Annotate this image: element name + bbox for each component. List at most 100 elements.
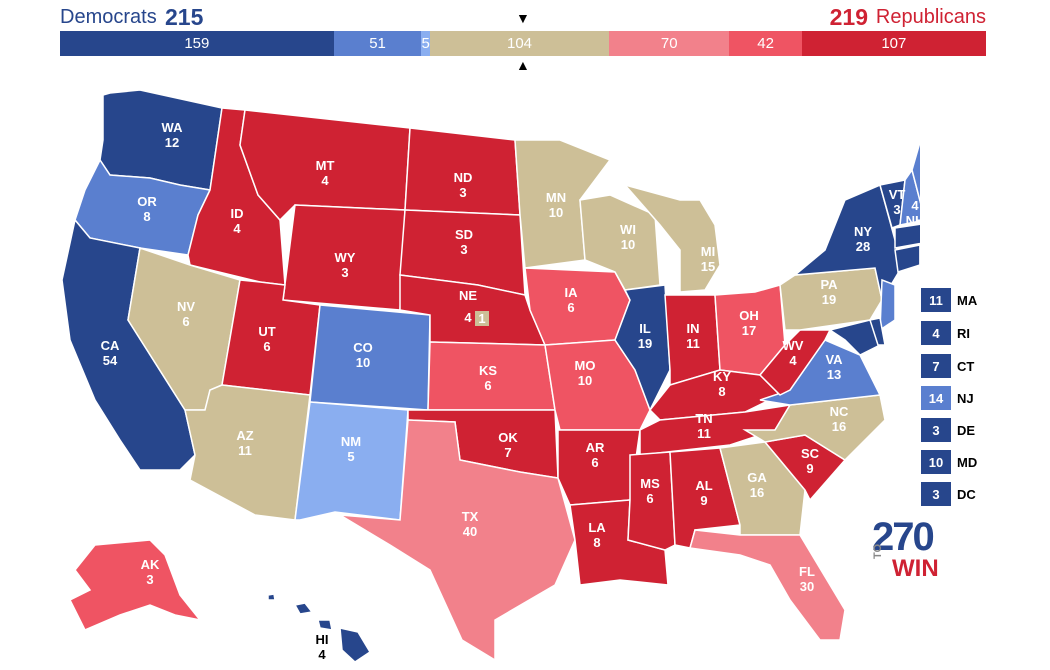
label-TX: TX 40 — [462, 509, 479, 539]
small-state-abbr: MD — [957, 454, 978, 470]
label-OK: OK 7 — [498, 430, 518, 460]
democrats-total: 215 — [165, 4, 204, 30]
bar-segment-likely-r: 42 — [729, 31, 802, 56]
small-state-ev: 10 — [921, 450, 951, 474]
label-WV: WV 4 — [783, 338, 804, 368]
label-TN: TN 11 — [695, 411, 712, 441]
label-MS: MS 6 — [640, 476, 660, 506]
label-MI: MI 15 — [701, 244, 715, 274]
logo-to: TO — [872, 543, 884, 559]
label-KS: KS 6 — [479, 363, 497, 393]
small-state-row-ma[interactable]: 11 MA — [921, 288, 977, 312]
label-FL: FL 30 — [799, 564, 815, 594]
state-NJ[interactable] — [879, 278, 896, 332]
state-CT[interactable] — [894, 244, 920, 273]
label-AK: AK 3 — [141, 557, 160, 587]
midpoint-up-arrow-icon: ▲ — [516, 57, 530, 73]
small-state-ev: 3 — [921, 418, 951, 442]
midpoint-down-arrow-icon: ▼ — [516, 10, 530, 26]
republicans-label: Republicans — [875, 6, 986, 28]
state-MI[interactable] — [622, 183, 721, 293]
state-NC[interactable] — [742, 394, 886, 461]
label-LA: LA 8 — [588, 520, 606, 550]
logo-number: 270 — [872, 515, 935, 559]
label-MT: MT 4 — [316, 158, 335, 188]
electoral-vote-bar: 159 51 5 104 70 42 107 — [60, 31, 986, 56]
small-state-row-dc[interactable]: 3 DC — [921, 482, 976, 506]
label-SC: SC 9 — [801, 446, 820, 476]
label-HI: HI 4 — [316, 632, 329, 662]
label-NV: NV 6 — [177, 299, 195, 329]
label-MN: MN 10 — [546, 190, 566, 220]
label-CO: CO 10 — [353, 340, 373, 370]
label-OH: OH 17 — [739, 308, 759, 338]
bar-segment-likely-d: 51 — [333, 31, 422, 56]
label-AL: AL 9 — [695, 478, 712, 508]
small-state-row-nj[interactable]: 14 NJ — [921, 386, 974, 410]
label-UT: UT 6 — [258, 324, 275, 354]
label-IN: IN 11 — [686, 321, 700, 351]
small-state-row-ct[interactable]: 7 CT — [921, 354, 974, 378]
small-state-abbr: MA — [957, 292, 978, 308]
logo-win: WIN — [892, 555, 939, 582]
label-CA: CA 54 — [101, 338, 120, 368]
bar-segment-safe-d: 159 — [60, 31, 334, 56]
label-NE: NE 4 — [459, 288, 477, 325]
label-GA: GA 16 — [747, 470, 767, 500]
label-NC: NC 16 — [830, 404, 849, 434]
small-state-abbr: CT — [957, 358, 975, 374]
label-PA: PA 19 — [820, 277, 838, 307]
bar-segment-safe-r: 107 — [801, 31, 986, 56]
state-MD[interactable] — [828, 319, 881, 356]
state-WV[interactable] — [758, 329, 832, 396]
ne-district-label: 1 — [478, 311, 485, 326]
label-AZ: AZ 11 — [236, 428, 253, 458]
header: Democrats 215 219 Republicans — [60, 4, 986, 32]
small-state-row-ri[interactable]: 4 RI — [921, 321, 970, 345]
label-VT: VT 3 — [889, 187, 906, 217]
bar-segment-lean-r: 70 — [609, 31, 730, 56]
label-OR: OR 8 — [137, 194, 157, 224]
state-ME[interactable] — [911, 125, 920, 220]
label-KY: KY 8 — [713, 369, 731, 399]
state-TX[interactable] — [339, 419, 576, 662]
state-IA[interactable] — [524, 267, 631, 346]
state-FL[interactable] — [689, 529, 846, 641]
bar-segment-tossup: 104 — [430, 31, 610, 56]
label-NY: NY 28 — [854, 224, 872, 254]
label-WY: WY 3 — [335, 250, 356, 280]
label-IA: IA 6 — [565, 285, 579, 315]
small-state-row-de[interactable]: 3 DE — [921, 418, 975, 442]
label-ID: ID 4 — [231, 206, 244, 236]
small-state-ev: 11 — [921, 288, 951, 312]
label-ND: ND 3 — [454, 170, 473, 200]
state-HI-islands — [267, 593, 333, 631]
small-state-abbr: NJ — [957, 390, 974, 406]
270towin-logo[interactable]: 270 TO WIN — [872, 515, 942, 585]
label-SD: SD 3 — [455, 227, 473, 257]
state-MA[interactable] — [894, 222, 920, 249]
small-state-ev: 3 — [921, 482, 951, 506]
label-VA: VA 13 — [825, 352, 843, 382]
bar-segment-lean-d: 5 — [421, 31, 431, 56]
label-WI: WI 10 — [620, 222, 636, 252]
small-state-abbr: DE — [957, 422, 976, 438]
small-state-ev: 7 — [921, 354, 951, 378]
small-state-abbr: RI — [957, 325, 970, 341]
small-state-ev: 14 — [921, 386, 951, 410]
small-state-ev: 4 — [921, 321, 951, 345]
state-labels: WA 12 OR 8 CA 54 ID 4 NV 6 MT 4 WY 3 UT 6 AZ 11 C… — [101, 120, 920, 594]
small-state-abbr: DC — [957, 486, 976, 502]
label-MO: MO 10 — [575, 358, 596, 388]
label-NH: 4 NH — [906, 198, 920, 228]
label-IL: IL 19 — [638, 321, 652, 351]
democrats-label: Democrats — [60, 6, 157, 28]
label-AR: AR 6 — [586, 440, 605, 470]
republicans-total: 219 — [829, 4, 868, 30]
state-DE[interactable] — [869, 317, 886, 346]
label-WA: WA 12 — [162, 120, 184, 150]
small-state-row-md[interactable]: 10 MD — [921, 450, 977, 474]
state-HI[interactable] — [339, 627, 372, 663]
state-AK[interactable] — [68, 539, 202, 631]
